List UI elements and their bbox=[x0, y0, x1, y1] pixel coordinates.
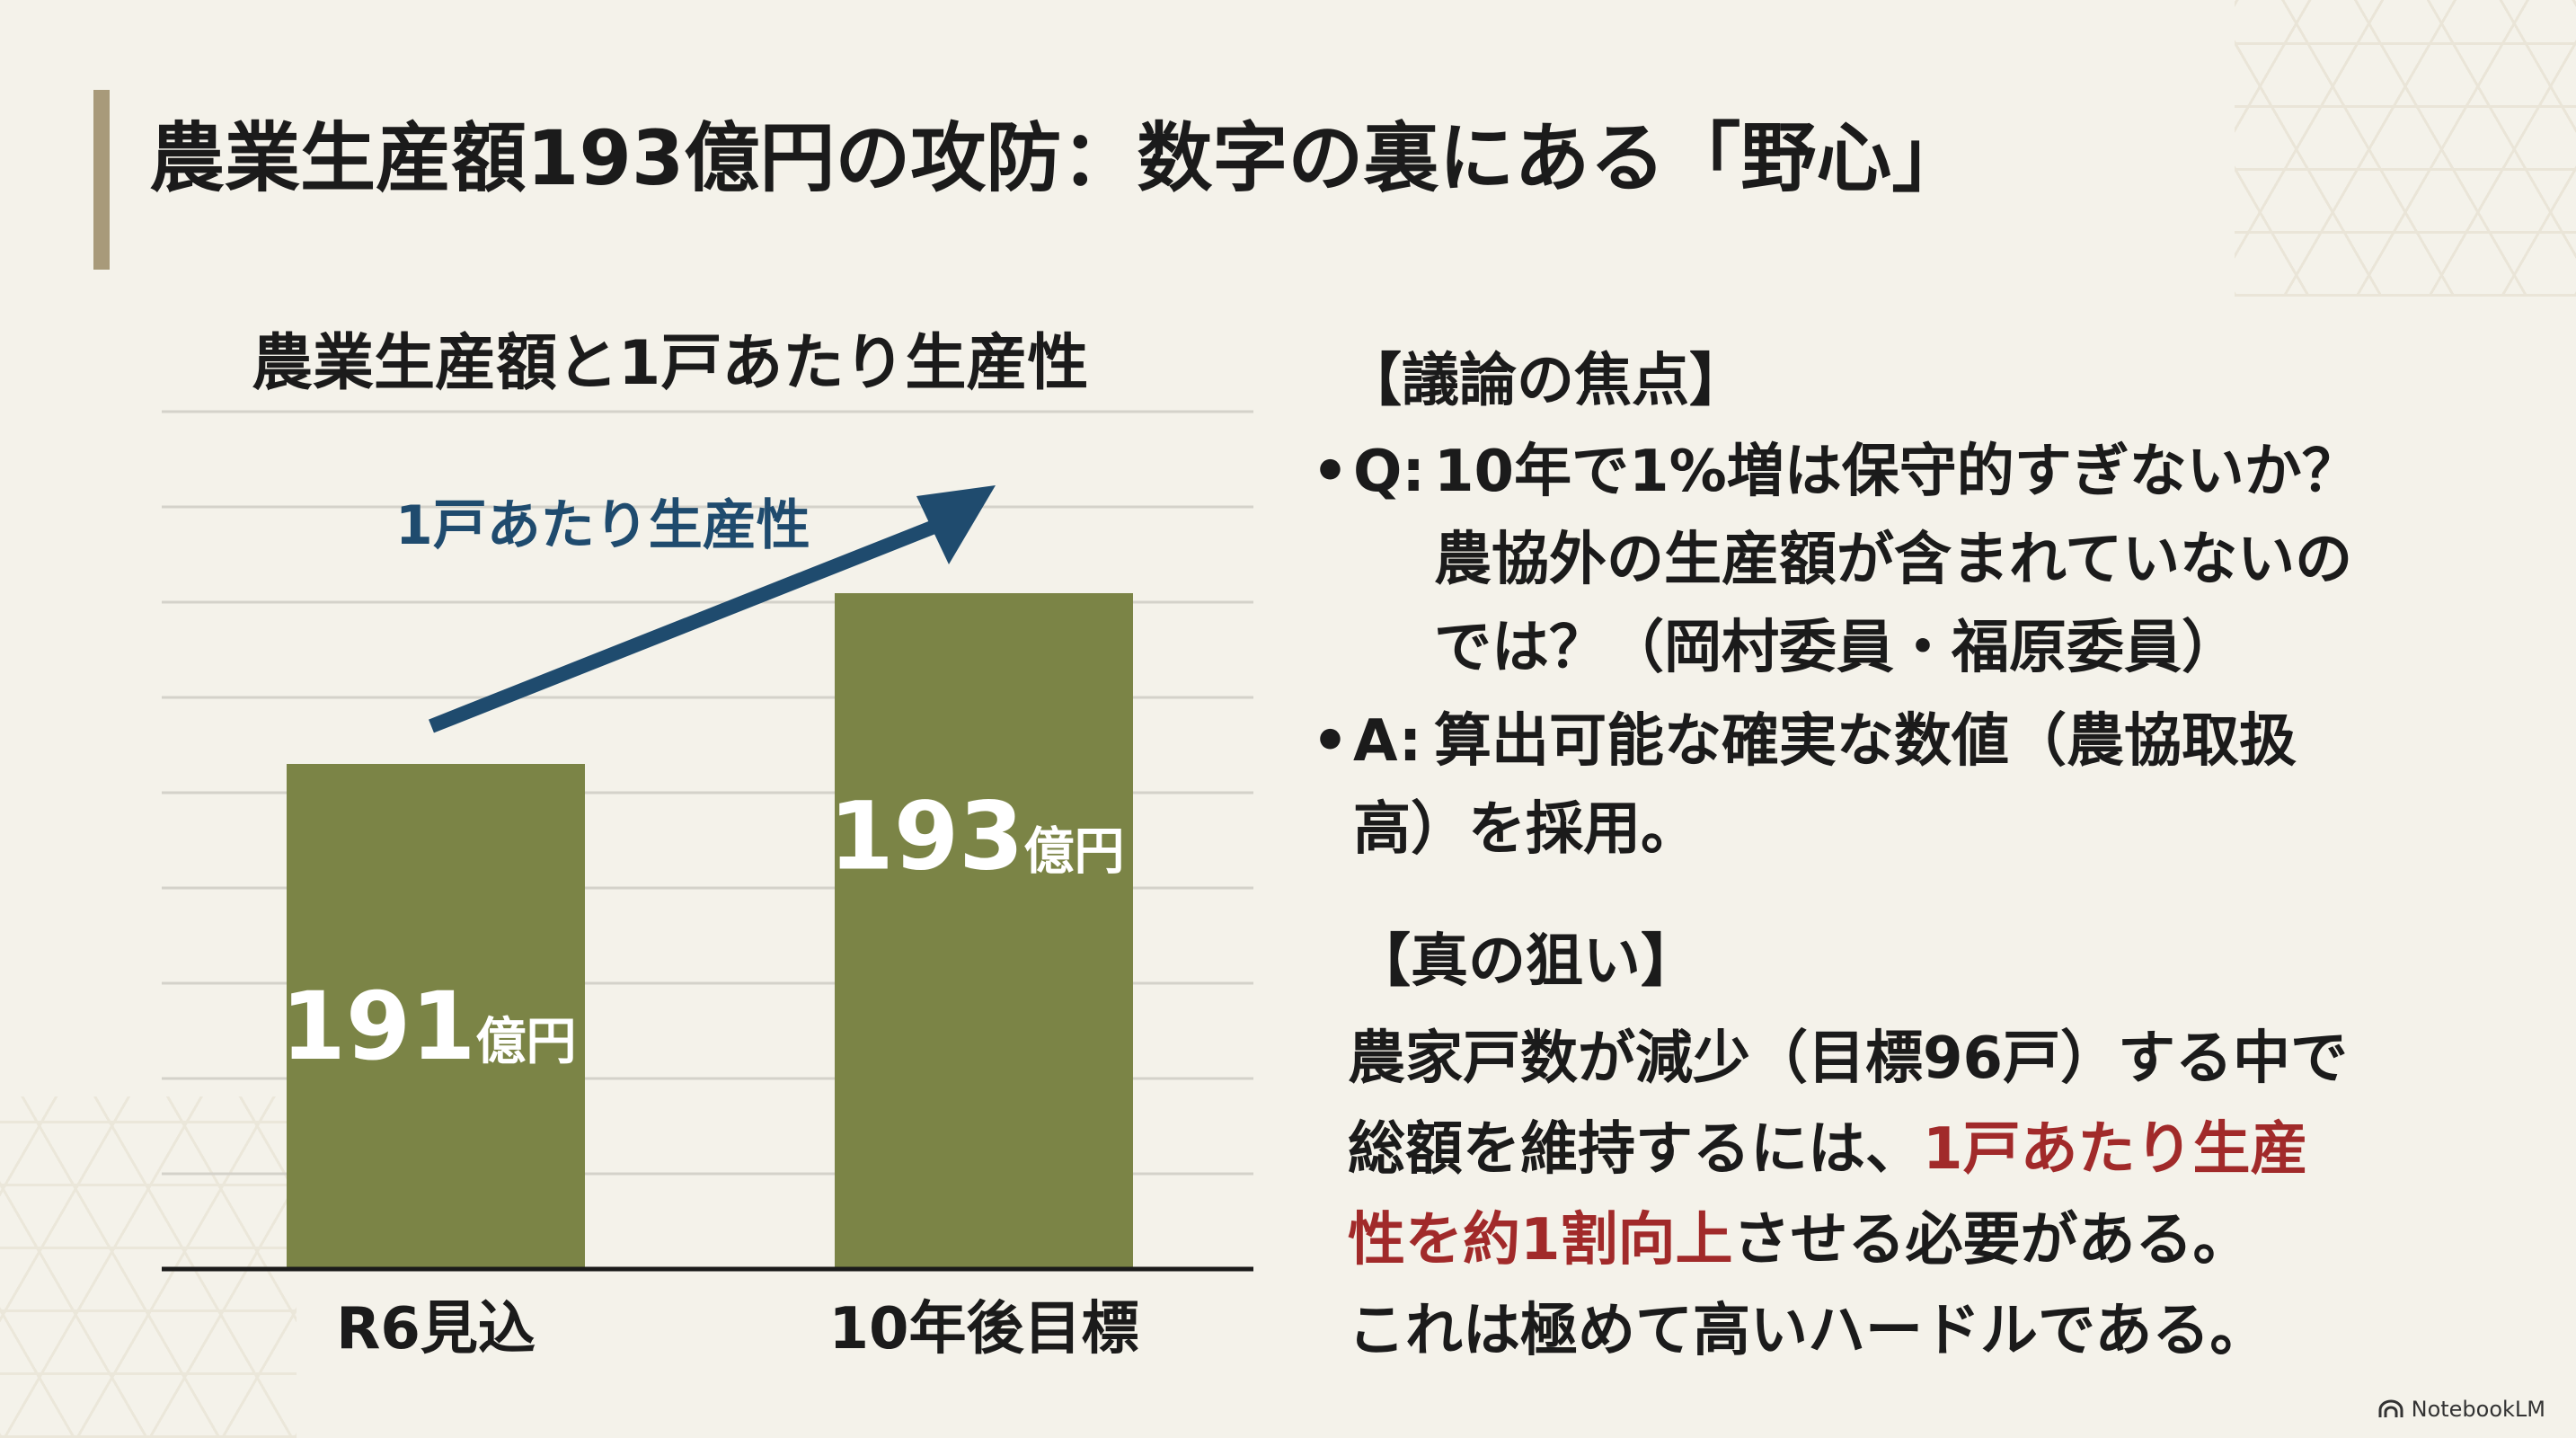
chart-bars: 191億円 R6見込 193億円 10年後目標 bbox=[280, 593, 1139, 1363]
bar-value-label: 191億円 bbox=[280, 972, 576, 1081]
watermark: NotebookLM bbox=[2377, 1397, 2545, 1422]
question-line: 10年で1%増は保守的すぎないか？ bbox=[1434, 439, 2359, 505]
aim-text: 農家戸数が減少（目標96戸）する中で 総額を維持するには、1戸あたり生産 性を約… bbox=[1348, 1014, 2534, 1377]
question-line: では？（岡村委員・福原委員） bbox=[1434, 615, 2239, 681]
productivity-arrow: 1戸あたり生産性 bbox=[395, 485, 996, 733]
aim-heading: 【真の狙い】 bbox=[1353, 928, 1698, 995]
aim-highlight: 性を約1割向上 bbox=[1348, 1207, 1733, 1274]
answer-bullet: • A: 算出可能な確実な数値（農協取扱 高）を採用。 bbox=[1312, 697, 2516, 874]
question-line: 農協外の生産額が含まれていないの bbox=[1434, 527, 2353, 593]
aim-text-plain: 総額を維持するには、 bbox=[1348, 1116, 1923, 1183]
answer-line: 高）を採用。 bbox=[1353, 796, 1698, 863]
debate-heading: 【議論の焦点】 bbox=[1344, 348, 1747, 414]
aim-line: 性を約1割向上させる必要がある。 bbox=[1348, 1195, 2534, 1286]
page-title: 農業生産額193億円の攻防：数字の裏にある「野心」 bbox=[149, 114, 1968, 202]
watermark-text: NotebookLM bbox=[2411, 1397, 2545, 1422]
bar-value-label: 193億円 bbox=[828, 782, 1124, 892]
category-label: R6見込 bbox=[336, 1296, 536, 1363]
bar bbox=[835, 593, 1133, 1269]
aim-line: これは極めて高いハードルである。 bbox=[1348, 1298, 2268, 1364]
question-text: 10年で1%増は保守的すぎないか？ 農協外の生産額が含まれていないの では？（岡… bbox=[1434, 428, 2516, 692]
decorative-pattern-top-right bbox=[2235, 0, 2576, 297]
question-bullet: • Q: 10年で1%増は保守的すぎないか？ 農協外の生産額が含まれていないの … bbox=[1312, 428, 2516, 692]
answer-line: 算出可能な確実な数値（農協取扱 bbox=[1434, 708, 2297, 775]
arrow-label: 1戸あたり生産性 bbox=[395, 494, 810, 557]
question-label: Q: bbox=[1353, 439, 1425, 505]
arrow-head bbox=[916, 485, 996, 564]
bullet-dot: • bbox=[1312, 439, 1349, 505]
answer-label: A: bbox=[1353, 708, 1422, 775]
aim-highlight: 1戸あたり生産 bbox=[1923, 1116, 2308, 1183]
title-accent-bar bbox=[93, 90, 110, 270]
bullet-dot: • bbox=[1312, 708, 1349, 775]
bar bbox=[287, 764, 585, 1269]
chart-title: 農業生産額と1戸あたり生産性 bbox=[252, 328, 1089, 399]
aim-text-plain: させる必要がある。 bbox=[1732, 1207, 2251, 1274]
category-label: 10年後目標 bbox=[828, 1296, 1138, 1363]
aim-line: 農家戸数が減少（目標96戸）する中で bbox=[1348, 1025, 2349, 1092]
aim-line: 総額を維持するには、1戸あたり生産 bbox=[1348, 1105, 2534, 1195]
notebooklm-icon bbox=[2378, 1399, 2403, 1417]
answer-text: 算出可能な確実な数値（農協取扱 高）を採用。 bbox=[1353, 697, 2516, 874]
arrow-shaft bbox=[429, 512, 955, 733]
